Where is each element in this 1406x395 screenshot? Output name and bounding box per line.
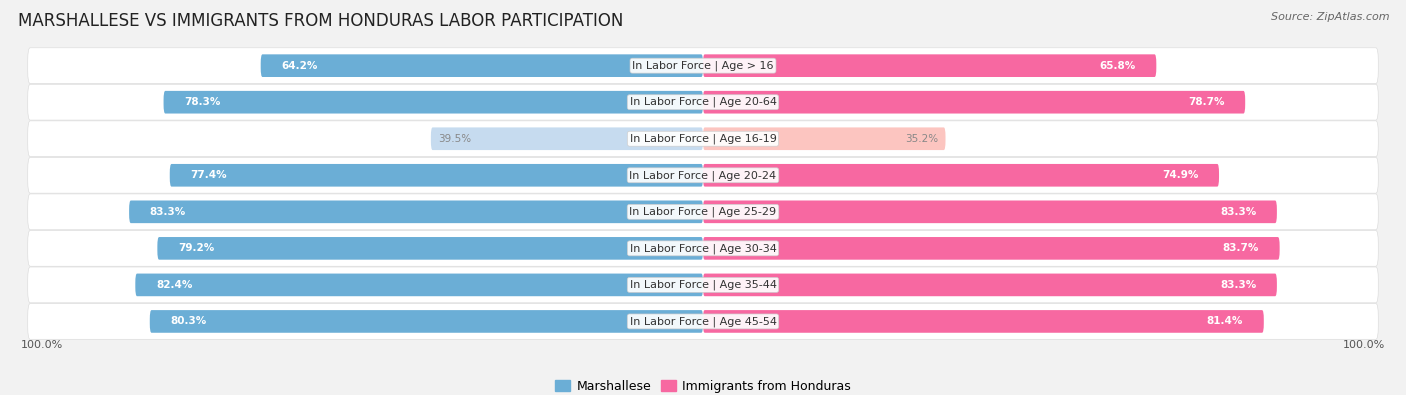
- Text: 83.3%: 83.3%: [150, 207, 186, 217]
- Text: 65.8%: 65.8%: [1099, 61, 1136, 71]
- FancyBboxPatch shape: [703, 128, 945, 150]
- FancyBboxPatch shape: [28, 48, 1378, 84]
- Text: In Labor Force | Age 30-34: In Labor Force | Age 30-34: [630, 243, 776, 254]
- Text: 79.2%: 79.2%: [179, 243, 214, 253]
- Text: 78.3%: 78.3%: [184, 97, 221, 107]
- Text: 35.2%: 35.2%: [905, 134, 939, 144]
- FancyBboxPatch shape: [703, 91, 1246, 113]
- FancyBboxPatch shape: [150, 310, 703, 333]
- Text: In Labor Force | Age 20-64: In Labor Force | Age 20-64: [630, 97, 776, 107]
- Text: 100.0%: 100.0%: [21, 340, 63, 350]
- FancyBboxPatch shape: [260, 55, 703, 77]
- Text: 74.9%: 74.9%: [1161, 170, 1198, 180]
- FancyBboxPatch shape: [135, 274, 703, 296]
- FancyBboxPatch shape: [170, 164, 703, 186]
- Text: 80.3%: 80.3%: [170, 316, 207, 326]
- Text: 82.4%: 82.4%: [156, 280, 193, 290]
- Text: In Labor Force | Age 45-54: In Labor Force | Age 45-54: [630, 316, 776, 327]
- FancyBboxPatch shape: [28, 267, 1378, 303]
- Legend: Marshallese, Immigrants from Honduras: Marshallese, Immigrants from Honduras: [550, 375, 856, 395]
- FancyBboxPatch shape: [703, 310, 1264, 333]
- FancyBboxPatch shape: [157, 237, 703, 260]
- FancyBboxPatch shape: [703, 201, 1277, 223]
- FancyBboxPatch shape: [129, 201, 703, 223]
- FancyBboxPatch shape: [28, 84, 1378, 120]
- Text: 77.4%: 77.4%: [190, 170, 226, 180]
- Text: 81.4%: 81.4%: [1206, 316, 1243, 326]
- FancyBboxPatch shape: [163, 91, 703, 113]
- FancyBboxPatch shape: [28, 303, 1378, 339]
- Text: 83.3%: 83.3%: [1220, 207, 1256, 217]
- FancyBboxPatch shape: [703, 237, 1279, 260]
- Text: 39.5%: 39.5%: [437, 134, 471, 144]
- Text: 100.0%: 100.0%: [1343, 340, 1385, 350]
- FancyBboxPatch shape: [703, 274, 1277, 296]
- Text: 83.7%: 83.7%: [1223, 243, 1258, 253]
- Text: In Labor Force | Age 16-19: In Labor Force | Age 16-19: [630, 134, 776, 144]
- Text: MARSHALLESE VS IMMIGRANTS FROM HONDURAS LABOR PARTICIPATION: MARSHALLESE VS IMMIGRANTS FROM HONDURAS …: [18, 12, 624, 30]
- FancyBboxPatch shape: [28, 194, 1378, 230]
- Text: 78.7%: 78.7%: [1188, 97, 1225, 107]
- FancyBboxPatch shape: [28, 121, 1378, 157]
- Text: In Labor Force | Age 25-29: In Labor Force | Age 25-29: [630, 207, 776, 217]
- FancyBboxPatch shape: [703, 55, 1156, 77]
- Text: 64.2%: 64.2%: [281, 61, 318, 71]
- Text: In Labor Force | Age 20-24: In Labor Force | Age 20-24: [630, 170, 776, 181]
- Text: 83.3%: 83.3%: [1220, 280, 1256, 290]
- FancyBboxPatch shape: [430, 128, 703, 150]
- Text: In Labor Force | Age > 16: In Labor Force | Age > 16: [633, 60, 773, 71]
- FancyBboxPatch shape: [703, 164, 1219, 186]
- Text: In Labor Force | Age 35-44: In Labor Force | Age 35-44: [630, 280, 776, 290]
- FancyBboxPatch shape: [28, 157, 1378, 193]
- Text: Source: ZipAtlas.com: Source: ZipAtlas.com: [1271, 12, 1389, 22]
- FancyBboxPatch shape: [28, 230, 1378, 266]
